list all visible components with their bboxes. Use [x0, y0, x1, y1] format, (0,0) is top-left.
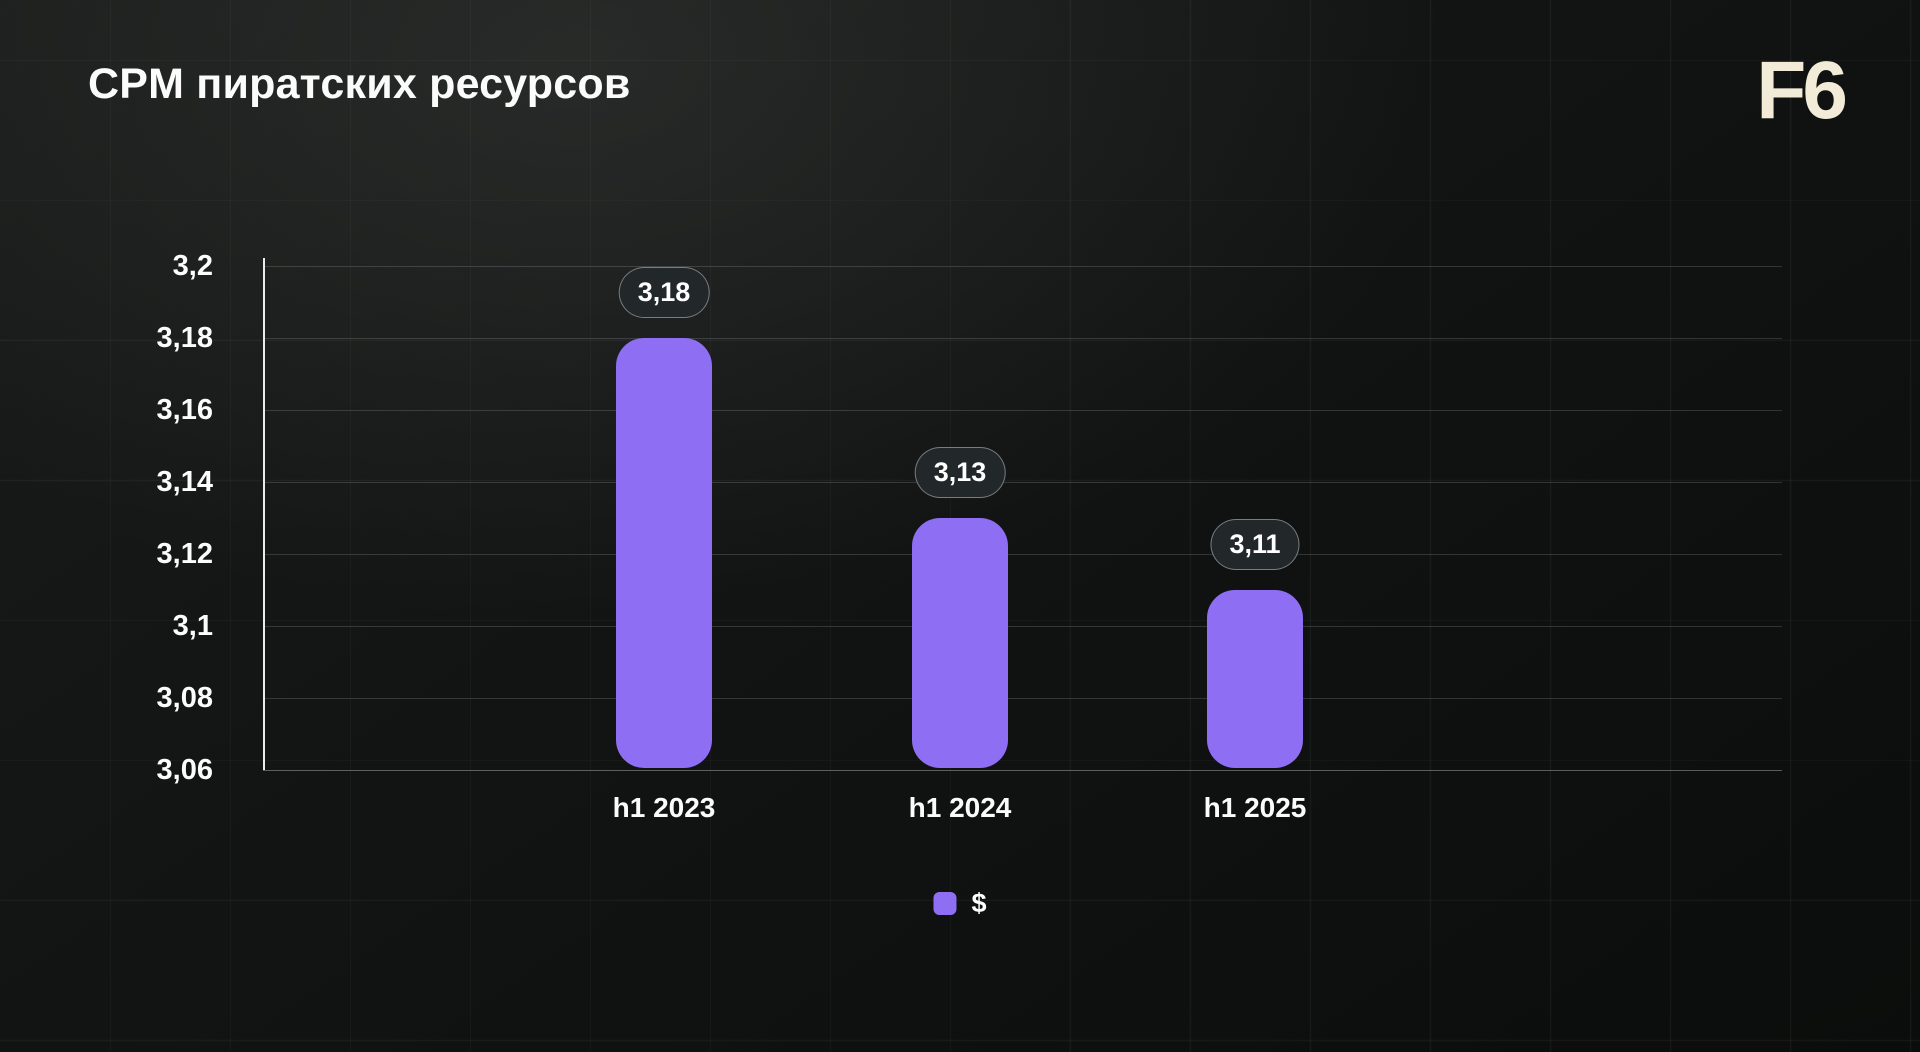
y-axis-line	[263, 258, 265, 770]
bar-value-badge: 3,13	[914, 447, 1006, 498]
y-gridline	[263, 482, 1782, 483]
f6-logo: F6	[1756, 45, 1848, 136]
y-tick-label: 3,16	[156, 394, 213, 426]
chart-title: CPM пиратских ресурсов	[88, 60, 631, 108]
y-tick-label: 3,06	[156, 754, 213, 786]
chart-legend: $	[933, 888, 987, 919]
bar-chart-plot-area: 3,2 3,18 3,16 3,14 3,12 3,1 3,08 3,06 3,18 h1 20…	[157, 251, 1782, 823]
bar	[1207, 590, 1303, 768]
legend-swatch	[933, 892, 957, 915]
x-tick-label: h1 2024	[908, 792, 1012, 823]
y-gridline	[263, 410, 1782, 411]
y-gridline	[263, 626, 1782, 627]
y-tick-label: 3,2	[172, 250, 213, 282]
x-tick-label: h1 2025	[1203, 792, 1307, 823]
y-gridline	[263, 770, 1782, 771]
y-tick-label: 3,08	[156, 682, 213, 714]
y-tick-label: 3,14	[156, 466, 213, 498]
bar	[912, 518, 1008, 768]
y-tick-label: 3,12	[156, 538, 213, 570]
bar	[616, 338, 712, 768]
bar-value-badge: 3,11	[1210, 519, 1300, 570]
y-gridline	[263, 338, 1782, 339]
y-tick-label: 3,18	[156, 322, 213, 354]
y-gridline	[263, 698, 1782, 699]
x-tick-label: h1 2023	[612, 792, 716, 823]
bar-value-badge: 3,18	[618, 267, 710, 318]
y-gridline	[263, 554, 1782, 555]
legend-label: $	[971, 888, 987, 918]
y-tick-label: 3,1	[172, 610, 213, 642]
y-gridline	[263, 266, 1782, 267]
